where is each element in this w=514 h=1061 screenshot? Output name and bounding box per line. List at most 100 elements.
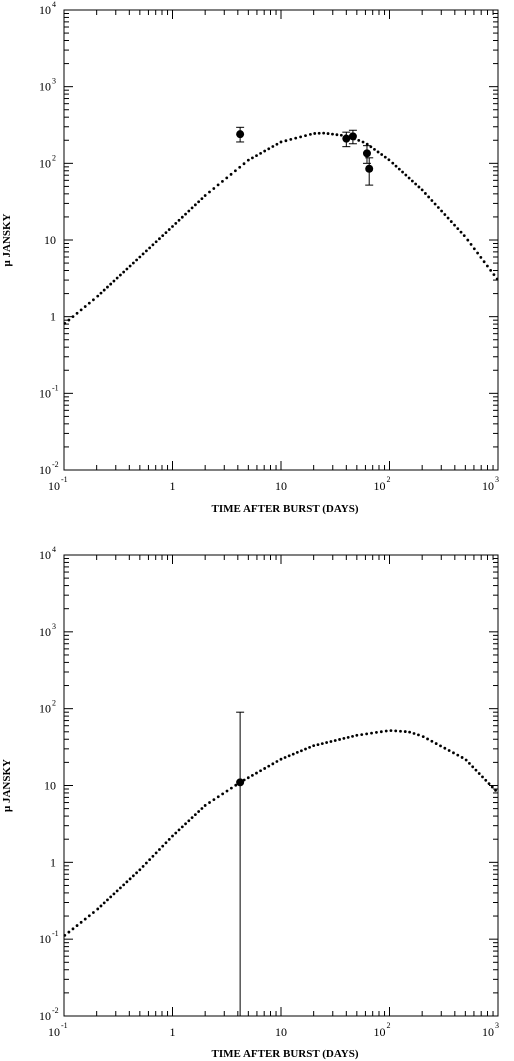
- y-tick-label: 10: [39, 3, 51, 17]
- model-curve-dot: [212, 187, 216, 190]
- model-curve-dot: [427, 195, 431, 199]
- model-curve-dot: [326, 132, 330, 135]
- model-curve-dot: [208, 801, 211, 804]
- model-curve-dot: [87, 914, 91, 918]
- model-curve-dot: [360, 733, 364, 736]
- y-tick-label: 10: [39, 548, 51, 562]
- model-curve-dot: [75, 311, 79, 315]
- model-curve-dot: [476, 251, 479, 255]
- model-curve-dot: [287, 754, 291, 758]
- model-curve-dot: [468, 762, 471, 765]
- model-curve-dot: [304, 134, 307, 138]
- model-curve-dot: [485, 264, 489, 268]
- model-curve-dot: [148, 246, 152, 250]
- y-tick-label: 10: [39, 80, 51, 94]
- y-tick-exponent: 4: [52, 545, 56, 554]
- model-curve-dot: [482, 260, 486, 264]
- model-curve-dot: [158, 848, 161, 851]
- model-curve-dot: [275, 760, 279, 763]
- x-tick-label: 10: [275, 479, 287, 493]
- y-tick-label: 10: [39, 1009, 51, 1023]
- y-tick-exponent: 2: [52, 153, 56, 162]
- x-tick-exponent: 2: [387, 1021, 391, 1030]
- model-curve-dot: [190, 816, 194, 820]
- model-curve-dot: [397, 167, 401, 171]
- model-curve-dot: [487, 782, 491, 786]
- model-curve-dot: [456, 753, 460, 757]
- model-curve-dot: [79, 920, 83, 924]
- model-curve-dot: [122, 883, 126, 887]
- model-curve-dot: [225, 176, 229, 180]
- model-curve-dot: [180, 825, 184, 829]
- x-tick-label: 10: [374, 1025, 386, 1039]
- model-curve-dot: [389, 729, 393, 732]
- y-tick-exponent: -2: [52, 460, 59, 469]
- model-curve-dot: [481, 775, 484, 779]
- model-curve-dot: [216, 795, 220, 799]
- model-curve-dot: [180, 215, 184, 219]
- model-curve-dot: [99, 291, 103, 295]
- model-curve-dot: [495, 277, 499, 281]
- model-curve-dot: [376, 150, 380, 154]
- model-curve-dot: [299, 135, 302, 139]
- model-curve-dot: [300, 749, 303, 753]
- plot-frame: [63, 9, 499, 471]
- model-curve-dot: [460, 756, 464, 759]
- model-curve-dot: [161, 234, 165, 238]
- model-curve-dot: [187, 819, 191, 823]
- x-tick-label: 10: [48, 479, 60, 493]
- model-curve-dot: [439, 744, 442, 748]
- model-curve-dot: [456, 227, 460, 231]
- model-curve-dot: [316, 743, 320, 747]
- y-tick-label: 10: [39, 702, 51, 716]
- model-curve-dot: [452, 751, 455, 755]
- model-curve-dot: [138, 868, 142, 872]
- model-curve-dot: [380, 153, 384, 156]
- model-curve-dot: [67, 318, 71, 322]
- model-curve-dot: [171, 225, 174, 228]
- model-curve-dot: [109, 282, 113, 286]
- model-curve-dot: [148, 858, 152, 862]
- model-curve-dot: [338, 738, 341, 741]
- model-curve-dot: [384, 729, 388, 733]
- model-curve-dot: [193, 813, 197, 817]
- model-curve-dot: [250, 773, 254, 777]
- model-curve-dot: [313, 132, 317, 135]
- model-curve-dot: [489, 268, 493, 272]
- model-curve-dot: [477, 772, 481, 775]
- x-tick-label: 1: [170, 479, 176, 493]
- model-curve-dot: [434, 742, 438, 745]
- model-curve-dot: [462, 234, 466, 238]
- x-tick-label: 10: [275, 1025, 287, 1039]
- model-curve-dot: [203, 194, 207, 197]
- y-tick-label: 10: [39, 463, 51, 477]
- model-curve-dot: [479, 255, 483, 259]
- model-curve-dot: [436, 206, 440, 209]
- model-curve-dot: [233, 169, 237, 173]
- model-curve-dot: [453, 223, 456, 227]
- model-curve-dot: [190, 206, 194, 210]
- model-curve-dot: [379, 730, 383, 734]
- model-curve-dot: [83, 917, 87, 921]
- model-curve-dot: [122, 270, 126, 274]
- model-curve-dot: [421, 735, 425, 739]
- model-curve-dot: [407, 176, 411, 180]
- model-curve-dot: [255, 771, 258, 775]
- model-curve-dot: [291, 752, 295, 756]
- y-axis-title: μ JANSKY: [1, 759, 13, 812]
- model-curve-dot: [471, 765, 475, 769]
- model-curve-dot: [426, 737, 429, 741]
- model-curve: [63, 131, 499, 325]
- model-curve-dot: [494, 789, 497, 792]
- model-curve-dot: [403, 730, 407, 733]
- observed-points: [236, 126, 374, 186]
- model-curve-dot: [412, 732, 416, 735]
- model-curve-dot: [466, 238, 470, 242]
- x-tick-exponent: -1: [61, 475, 68, 484]
- y-tick-exponent: 4: [52, 0, 56, 9]
- model-curve-dot: [417, 185, 421, 189]
- y-tick-exponent: 3: [52, 77, 56, 86]
- model-curve-dot: [329, 740, 333, 743]
- model-curve-dot: [131, 261, 135, 265]
- model-curve-dot: [109, 895, 113, 899]
